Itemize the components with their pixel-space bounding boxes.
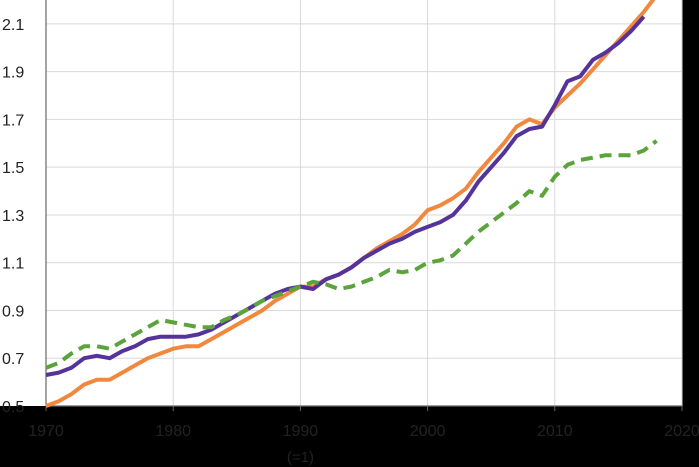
y-tick-label: 1.5 [2,160,24,177]
axes [45,0,683,411]
x-tick-label: 2010 [537,423,573,440]
y-tick-label: 1.7 [2,112,24,129]
x-tick-labels: 1970 1980 1990 2000 2010 2020 [28,423,699,440]
y-tick-label: 0.7 [2,351,24,368]
x-tick-label: 1990 [283,423,319,440]
y-tick-label: 1.3 [2,208,24,225]
y-tick-label: 1.1 [2,256,24,273]
y-tick-label: 0.5 [2,399,24,416]
x-tick-label: 1970 [28,423,64,440]
x-tick-label: 1980 [155,423,191,440]
series-line-2 [45,15,646,377]
series-lines [45,0,658,408]
x-tick-label: 2020 [664,423,699,440]
y-tick-label: 0.9 [2,303,24,320]
annotation-text: (=1) [287,449,314,466]
y-tick-label: 2.1 [2,17,24,34]
y-tick-label: 1.9 [2,65,24,82]
x-tick-label: 2000 [410,423,446,440]
series-line-3 [45,139,658,370]
plot-area [0,0,682,406]
y-tick-labels: 0.5 0.7 0.9 1.1 1.3 1.5 1.7 1.9 2.1 [2,17,24,416]
